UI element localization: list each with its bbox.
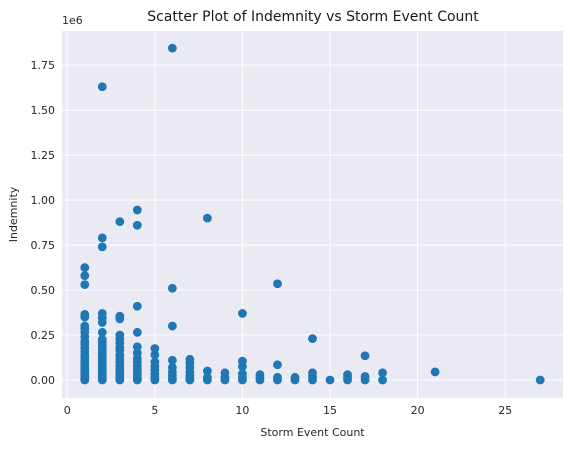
- data-point: [132, 342, 142, 352]
- y-tick-label: 0.75: [31, 239, 56, 252]
- data-point: [150, 357, 160, 367]
- data-point: [132, 205, 142, 215]
- data-point: [290, 372, 300, 382]
- y-tick-label: 1.75: [31, 59, 56, 72]
- data-point: [132, 327, 142, 337]
- data-point: [80, 309, 90, 319]
- data-point: [378, 375, 387, 385]
- x-axis-label: Storm Event Count: [260, 426, 365, 439]
- data-point: [115, 330, 125, 340]
- data-point: [238, 369, 247, 379]
- data-point: [202, 366, 212, 376]
- data-point: [273, 372, 282, 382]
- data-point: [132, 348, 142, 358]
- x-axis-ticks: 0 5 10 15 20 25: [64, 404, 512, 417]
- data-point: [360, 372, 370, 381]
- x-tick-label: 5: [151, 404, 158, 417]
- data-point: [273, 279, 282, 289]
- data-point: [132, 301, 142, 311]
- y-axis-offset-label: 1e6: [62, 14, 83, 27]
- data-point: [255, 370, 265, 380]
- data-point: [308, 368, 317, 378]
- data-point: [535, 375, 545, 385]
- data-point: [202, 213, 212, 223]
- data-point: [273, 360, 282, 370]
- data-point: [430, 367, 440, 377]
- data-point: [97, 82, 107, 92]
- y-axis-ticks: 0.00 0.25 0.50 0.75 1.00 1.25 1.50 1.75: [31, 59, 56, 387]
- data-point: [360, 351, 370, 361]
- data-point: [167, 43, 177, 53]
- data-point: [97, 327, 107, 337]
- data-point: [97, 335, 107, 344]
- data-point: [167, 363, 177, 372]
- data-point: [80, 263, 90, 272]
- data-point: [97, 233, 107, 243]
- data-point: [202, 372, 212, 382]
- y-tick-label: 0.50: [31, 284, 56, 297]
- data-point: [132, 220, 142, 230]
- x-tick-label: 15: [323, 404, 337, 417]
- grid-lines: [62, 31, 563, 398]
- y-tick-label: 1.25: [31, 149, 56, 162]
- x-tick-label: 0: [64, 404, 71, 417]
- data-point: [238, 309, 247, 318]
- data-point: [308, 334, 317, 344]
- data-point: [80, 321, 90, 331]
- data-point: [115, 311, 125, 321]
- data-point: [167, 355, 177, 365]
- y-axis-label: Indemnity: [7, 186, 20, 242]
- y-tick-label: 1.00: [31, 194, 56, 207]
- data-point: [150, 350, 160, 360]
- y-tick-label: 1.50: [31, 104, 56, 117]
- data-point: [167, 283, 177, 293]
- data-point: [185, 354, 195, 364]
- data-points: [80, 43, 545, 385]
- y-tick-label: 0.00: [31, 374, 56, 387]
- data-point: [167, 321, 177, 331]
- data-point: [150, 344, 160, 353]
- data-point: [325, 375, 335, 385]
- data-point: [97, 242, 107, 252]
- y-tick-label: 0.25: [31, 329, 56, 342]
- data-point: [80, 271, 90, 281]
- x-tick-label: 20: [411, 404, 425, 417]
- data-point: [238, 356, 247, 366]
- data-point: [220, 368, 230, 378]
- data-point: [378, 368, 387, 378]
- data-point: [97, 309, 107, 318]
- data-point: [115, 217, 125, 227]
- chart-title: Scatter Plot of Indemnity vs Storm Event…: [147, 9, 479, 25]
- data-point: [343, 370, 352, 380]
- x-tick-label: 10: [235, 404, 249, 417]
- data-point: [80, 280, 90, 290]
- x-tick-label: 25: [498, 404, 512, 417]
